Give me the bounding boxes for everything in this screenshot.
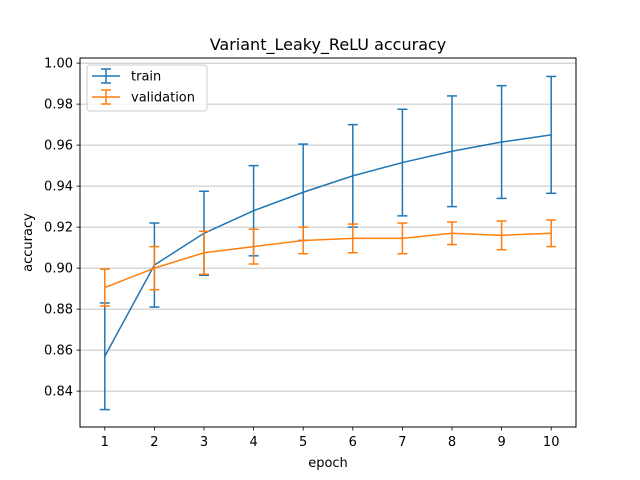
y-tick-label: 0.96: [44, 139, 73, 154]
y-tick-label: 0.94: [44, 180, 73, 195]
y-axis-label: accuracy: [21, 213, 36, 272]
series-line-train: [104, 134, 552, 357]
series-line-validation: [104, 232, 552, 289]
chart-title: Variant_Leaky_ReLU accuracy: [210, 35, 447, 55]
series-validation: [99, 219, 557, 307]
x-tick-label: 8: [448, 435, 456, 450]
plot-frame: [79, 57, 577, 428]
x-tick-label: 4: [249, 435, 257, 450]
x-tick-label: 10: [543, 435, 560, 450]
legend-item-train: train: [92, 68, 161, 85]
series-train: [99, 75, 557, 411]
y-tick-label: 0.84: [44, 385, 73, 400]
y-tick-label: 0.86: [44, 344, 73, 359]
x-tick-label: 5: [299, 435, 307, 450]
y-tick-label: 1.00: [44, 57, 73, 72]
legend: train validation: [86, 64, 208, 112]
y-tick-label: 0.98: [44, 98, 73, 113]
x-tick-label: 2: [150, 435, 158, 450]
y-tick-label: 0.88: [44, 303, 73, 318]
x-tick-label: 6: [349, 435, 357, 450]
y-axis-ticks: 0.84 0.86 0.88 0.90 0.92 0.94 0.96 0.98 1.00: [44, 57, 80, 400]
x-tick-label: 3: [200, 435, 208, 450]
legend-label-validation: validation: [131, 91, 195, 106]
x-axis-label: epoch: [308, 456, 348, 471]
y-tick-label: 0.92: [44, 221, 73, 236]
series-layer: [99, 75, 557, 411]
grid-lines: [80, 62, 576, 392]
legend-item-validation: validation: [92, 89, 195, 106]
x-tick-label: 9: [497, 435, 505, 450]
y-tick-label: 0.90: [44, 262, 73, 277]
x-tick-label: 1: [101, 435, 109, 450]
legend-label-train: train: [131, 70, 161, 85]
x-tick-label: 7: [398, 435, 406, 450]
x-axis-ticks: 1 2 3 4 5 6 7 8 9 10: [101, 427, 560, 450]
